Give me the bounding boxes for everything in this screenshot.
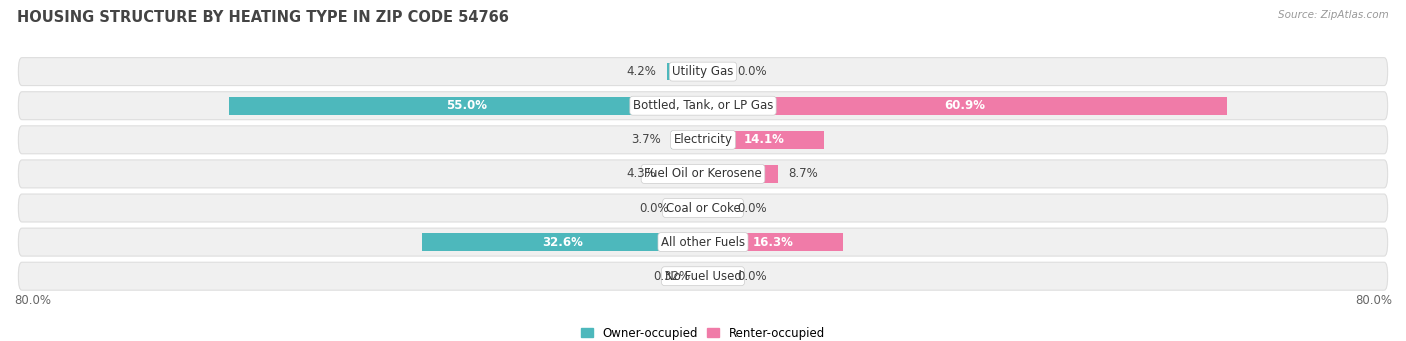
- Bar: [703, 165, 778, 183]
- FancyBboxPatch shape: [18, 160, 1388, 188]
- FancyBboxPatch shape: [18, 126, 1388, 154]
- Text: 0.0%: 0.0%: [738, 202, 768, 214]
- Text: 80.0%: 80.0%: [14, 294, 51, 307]
- Text: 55.0%: 55.0%: [446, 99, 486, 112]
- Text: Coal or Coke: Coal or Coke: [665, 202, 741, 214]
- Text: Fuel Oil or Kerosene: Fuel Oil or Kerosene: [644, 167, 762, 180]
- Text: 4.2%: 4.2%: [627, 65, 657, 78]
- Bar: [703, 233, 844, 251]
- Bar: [666, 165, 703, 183]
- Bar: [703, 63, 728, 80]
- Text: 0.0%: 0.0%: [738, 65, 768, 78]
- FancyBboxPatch shape: [18, 194, 1388, 222]
- Text: Source: ZipAtlas.com: Source: ZipAtlas.com: [1278, 10, 1389, 20]
- Text: Bottled, Tank, or LP Gas: Bottled, Tank, or LP Gas: [633, 99, 773, 112]
- FancyBboxPatch shape: [18, 228, 1388, 256]
- Text: HOUSING STRUCTURE BY HEATING TYPE IN ZIP CODE 54766: HOUSING STRUCTURE BY HEATING TYPE IN ZIP…: [17, 10, 509, 25]
- Bar: [671, 131, 703, 149]
- Bar: [666, 63, 703, 80]
- Bar: [700, 267, 703, 285]
- Bar: [678, 199, 703, 217]
- Bar: [703, 199, 728, 217]
- Bar: [703, 267, 728, 285]
- Text: 0.32%: 0.32%: [652, 270, 690, 283]
- Bar: [229, 97, 703, 115]
- Text: All other Fuels: All other Fuels: [661, 236, 745, 249]
- FancyBboxPatch shape: [18, 58, 1388, 86]
- Text: 3.7%: 3.7%: [631, 133, 661, 146]
- Text: Utility Gas: Utility Gas: [672, 65, 734, 78]
- Text: 80.0%: 80.0%: [1355, 294, 1392, 307]
- FancyBboxPatch shape: [18, 262, 1388, 290]
- Text: No Fuel Used: No Fuel Used: [665, 270, 741, 283]
- Bar: [703, 131, 824, 149]
- Text: 8.7%: 8.7%: [789, 167, 818, 180]
- Text: 32.6%: 32.6%: [543, 236, 583, 249]
- Text: 16.3%: 16.3%: [752, 236, 793, 249]
- Text: 14.1%: 14.1%: [744, 133, 785, 146]
- Text: 0.0%: 0.0%: [638, 202, 669, 214]
- Text: Electricity: Electricity: [673, 133, 733, 146]
- Text: 0.0%: 0.0%: [738, 270, 768, 283]
- Bar: [422, 233, 703, 251]
- Text: 60.9%: 60.9%: [945, 99, 986, 112]
- FancyBboxPatch shape: [18, 92, 1388, 120]
- Legend: Owner-occupied, Renter-occupied: Owner-occupied, Renter-occupied: [581, 327, 825, 340]
- Text: 4.3%: 4.3%: [626, 167, 655, 180]
- Bar: [703, 97, 1227, 115]
